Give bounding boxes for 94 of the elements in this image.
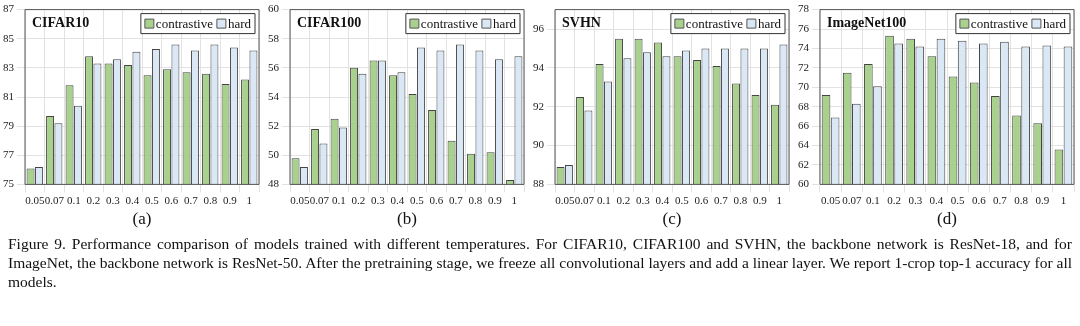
y-tick-label: 75	[3, 177, 15, 190]
x-tick-label: 1	[246, 193, 252, 206]
x-tick-label: 0.3	[370, 193, 386, 206]
x-tick-label: 0.5	[950, 193, 965, 206]
x-tick-label: 0.3	[105, 193, 121, 206]
x-tick-label: 0.1	[866, 193, 880, 206]
x-axis-title: (b)	[397, 209, 417, 229]
legend-label: hard	[227, 16, 252, 32]
y-tick-label: 79	[3, 119, 15, 132]
chart-title: CIFAR100	[297, 15, 362, 31]
x-tick-label: 0.4	[929, 193, 944, 206]
chart-title: ImageNet100	[827, 15, 907, 31]
y-tick-label: 52	[268, 119, 279, 132]
x-axis-title: (c)	[662, 209, 682, 229]
y-tick-label: 60	[798, 177, 810, 190]
x-tick-label: 0.8	[203, 193, 218, 206]
x-tick-label: 0.8	[468, 193, 483, 206]
x-tick-label: 0.9	[487, 193, 503, 206]
y-tick-label: 83	[3, 60, 15, 73]
x-tick-label: 1	[1060, 193, 1067, 206]
x-tick-label: 0.6	[429, 193, 444, 206]
y-tick-label: 76	[798, 21, 810, 34]
chart-title: SVHN	[562, 15, 601, 31]
caption: Figure 9. Performance comparison of models trained with different temperatures. For CIFAR10, CIFAR100 and SVHN, the backbone network is ResNet-18, and for ImageNet, the backbone network is ResNet-50. After the pretraining stage, we freeze all convolutional layers and add a linear layer. We report 1-crop top-1 accuracy for all models.	[7, 234, 1073, 291]
x-tick-label: 1	[776, 193, 782, 206]
x-tick-label: 0.07	[44, 193, 65, 206]
y-tick-label: 56	[268, 60, 280, 73]
x-tick-label: 0.07	[842, 193, 862, 206]
y-tick-label: 66	[798, 119, 810, 132]
y-tick-label: 88	[533, 177, 545, 190]
y-tick-label: 58	[268, 31, 280, 44]
x-tick-label: 0.1	[331, 193, 346, 206]
y-tick-label: 78	[798, 2, 810, 15]
x-tick-label: 0.3	[908, 193, 923, 206]
y-tick-label: 81	[3, 89, 14, 102]
y-tick-label: 70	[798, 80, 810, 93]
x-tick-label: 0.9	[1035, 193, 1050, 206]
x-tick-label: 0.5	[409, 193, 425, 206]
x-tick-label: 0.1	[66, 193, 81, 206]
legend-label: contrastive	[420, 16, 479, 32]
legend-label: contrastive	[155, 16, 214, 32]
legend-label: hard	[1042, 16, 1067, 32]
y-tick-label: 96	[533, 21, 545, 34]
y-tick-label: 87	[3, 2, 15, 15]
x-tick-label: 0.6	[971, 193, 987, 206]
x-tick-label: 0.5	[674, 193, 690, 206]
y-tick-label: 50	[268, 148, 280, 161]
x-tick-label: 0.7	[183, 193, 199, 206]
x-axis-title: (a)	[132, 209, 152, 229]
chart-title: CIFAR10	[32, 15, 90, 31]
y-tick-label: 72	[798, 60, 809, 73]
x-tick-label: 0.05	[290, 193, 310, 206]
y-tick-label: 68	[798, 99, 810, 112]
x-tick-label: 0.4	[655, 193, 670, 206]
x-tick-label: 0.2	[887, 193, 901, 206]
y-tick-label: 64	[798, 138, 810, 151]
legend-label: hard	[492, 16, 517, 32]
x-tick-label: 0.07	[574, 193, 595, 206]
x-tick-label: 0.7	[713, 193, 729, 206]
x-tick-label: 0.2	[616, 193, 631, 206]
legend-label: hard	[757, 16, 782, 32]
x-tick-label: 0.5	[144, 193, 160, 206]
x-tick-label: 0.05	[555, 193, 575, 206]
x-tick-label: 0.6	[694, 193, 709, 206]
x-tick-label: 0.07	[309, 193, 330, 206]
legend-label: contrastive	[685, 16, 744, 32]
x-tick-label: 0.4	[125, 193, 140, 206]
x-tick-label: 0.1	[596, 193, 611, 206]
x-tick-label: 0.6	[164, 193, 179, 206]
x-tick-label: 0.7	[448, 193, 464, 206]
x-tick-label: 1	[511, 193, 517, 206]
x-tick-label: 0.4	[390, 193, 405, 206]
y-tick-label: 90	[533, 138, 545, 151]
x-tick-label: 0.8	[733, 193, 748, 206]
x-tick-label: 0.3	[635, 193, 651, 206]
x-tick-label: 0.05	[25, 193, 45, 206]
y-tick-label: 62	[798, 157, 809, 170]
x-tick-label: 0.9	[222, 193, 238, 206]
x-axis-title: (d)	[937, 209, 957, 229]
x-tick-label: 0.2	[351, 193, 366, 206]
y-tick-label: 54	[268, 89, 280, 102]
legend-label: contrastive	[970, 16, 1029, 32]
y-tick-label: 48	[268, 177, 280, 190]
y-tick-label: 77	[3, 148, 15, 161]
y-tick-label: 74	[798, 41, 810, 54]
x-tick-label: 0.8	[1014, 193, 1029, 206]
y-tick-label: 85	[3, 31, 15, 44]
y-tick-label: 92	[533, 99, 544, 112]
x-tick-label: 0.2	[86, 193, 101, 206]
y-tick-label: 60	[268, 2, 280, 15]
y-tick-label: 94	[533, 60, 545, 73]
x-tick-label: 0.9	[752, 193, 768, 206]
x-tick-label: 0.7	[993, 193, 1008, 206]
x-tick-label: 0.05	[820, 193, 841, 206]
